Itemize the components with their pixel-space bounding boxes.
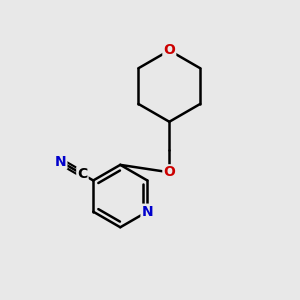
Text: O: O bbox=[164, 44, 175, 57]
Text: O: O bbox=[164, 165, 175, 179]
Text: C: C bbox=[77, 167, 88, 181]
Text: N: N bbox=[142, 205, 153, 219]
Text: N: N bbox=[55, 154, 66, 169]
